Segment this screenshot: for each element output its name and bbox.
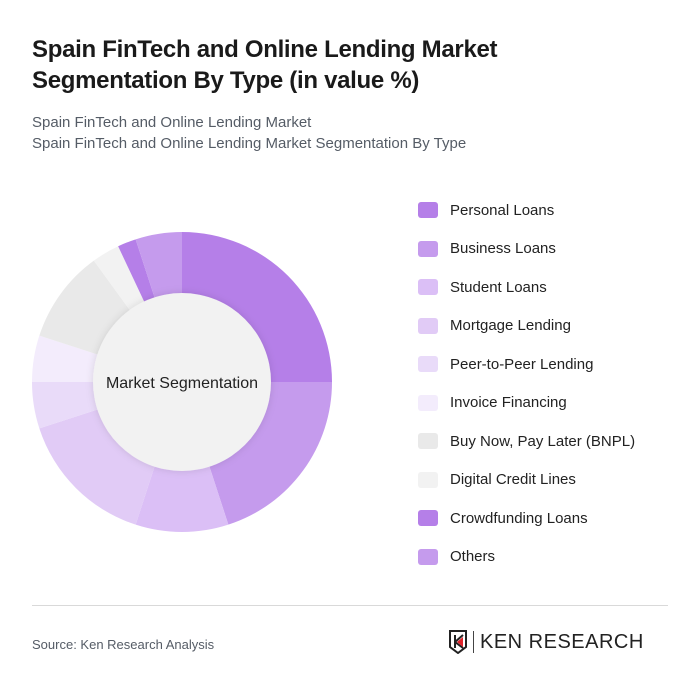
slice-peer-to-peer-lending — [32, 382, 99, 429]
subtitle-market: Spain FinTech and Online Lending Market — [32, 114, 312, 131]
slice-others — [135, 232, 182, 299]
legend-item: Mortgage Lending — [418, 316, 571, 336]
slice-invoice-financing — [32, 335, 99, 382]
legend-swatch — [418, 394, 438, 411]
donut-chart: Market Segmentation — [32, 232, 332, 532]
legend-item: Student Loans — [418, 277, 547, 297]
legend-label: Invoice Financing — [450, 394, 567, 411]
legend-swatch — [418, 202, 438, 218]
legend-item: Buy Now, Pay Later (BNPL) — [418, 431, 635, 451]
legend-item: Crowdfunding Loans — [418, 508, 588, 528]
slice-student-loans — [135, 465, 229, 532]
slice-mortgage-lending — [39, 409, 155, 525]
legend-item: Others — [418, 547, 495, 567]
legend-item: Peer-to-Peer Lending — [418, 354, 593, 374]
legend-label: Crowdfunding Loans — [450, 509, 588, 527]
slice-personal-loans — [182, 232, 332, 382]
slice-business-loans — [209, 382, 332, 525]
ken-research-logo-icon — [449, 630, 467, 654]
slice-buy-now-pay-later-bnpl — [39, 260, 131, 355]
legend-label: Others — [450, 548, 496, 565]
source-note: Source: Ken Research Analysis — [32, 637, 215, 652]
slice-crowdfunding-loans — [118, 239, 155, 303]
legend-item: Personal Loans — [418, 200, 554, 220]
divider — [32, 605, 668, 606]
legend-label: Mortgage Lending — [450, 317, 571, 334]
legend-item: Digital Credit Lines — [418, 470, 576, 490]
subtitle-segmentation: Spain FinTech and Online Lending Market … — [32, 135, 467, 152]
donut-center — [93, 293, 271, 471]
legend-swatch — [418, 471, 438, 488]
legend-item: Business Loans — [418, 239, 556, 259]
legend-label: Buy Now, Pay Later (BNPL) — [450, 432, 636, 450]
legend-swatch — [418, 240, 438, 257]
legend-swatch — [418, 356, 438, 372]
legend-label: Business Loans — [450, 240, 556, 257]
slice-digital-credit-lines — [93, 246, 145, 311]
legend-swatch — [418, 548, 438, 565]
legend-label: Personal Loans — [450, 201, 555, 219]
logo-text: KEN RESEARCH — [480, 630, 644, 653]
legend-label: Student Loans — [450, 278, 547, 296]
legend-swatch — [418, 317, 438, 334]
ken-research-logo: KEN RESEARCH — [448, 630, 644, 654]
legend-swatch — [418, 510, 438, 526]
legend-item: Invoice Financing — [418, 393, 567, 413]
chart-title: Spain FinTech and Online Lending Market … — [32, 36, 498, 94]
legend-swatch — [418, 279, 438, 295]
legend-label: Peer-to-Peer Lending — [450, 355, 594, 373]
legend-swatch — [418, 433, 438, 449]
legend-label: Digital Credit Lines — [450, 471, 576, 488]
center-label: Market Segmentation — [106, 375, 258, 392]
